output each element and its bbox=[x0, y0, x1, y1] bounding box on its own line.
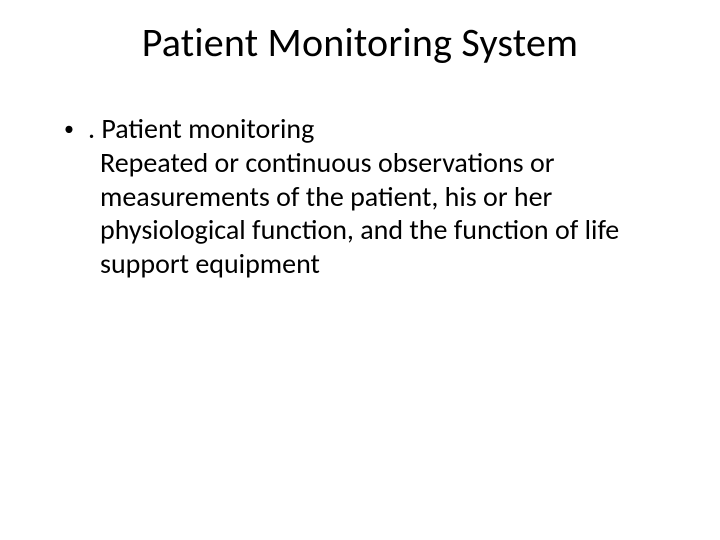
slide-body: • . Patient monitoring Repeated or conti… bbox=[64, 112, 664, 280]
bullet-lead-text: . Patient monitoring bbox=[88, 112, 664, 146]
slide-title: Patient Monitoring System bbox=[0, 18, 720, 67]
slide: Patient Monitoring System • . Patient mo… bbox=[0, 0, 720, 540]
body-paragraph: Repeated or continuous observations or m… bbox=[100, 146, 664, 280]
bullet-marker-icon: • bbox=[64, 112, 88, 146]
bullet-item: • . Patient monitoring bbox=[64, 112, 664, 146]
